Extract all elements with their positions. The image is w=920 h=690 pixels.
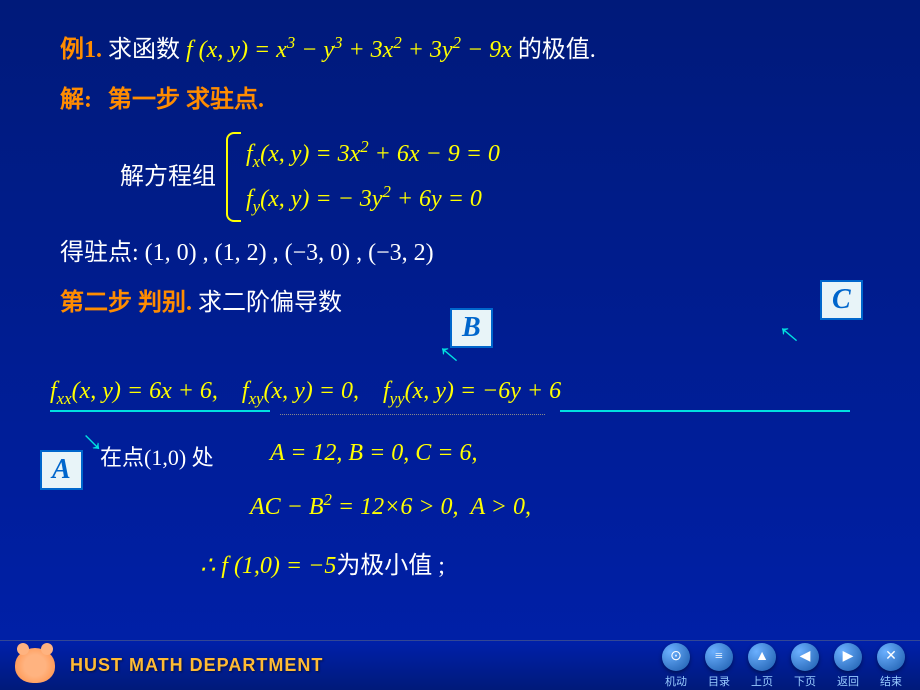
example-line: 例1. 求函数 f (x, y) = x3 − y3 + 3x2 + 3y2 −… — [60, 30, 860, 69]
stationary-points: 得驻点: (1, 0) , (1, 2) , (−3, 0) , (−3, 2) — [60, 234, 860, 272]
conclusion: ∴ f (1,0) = −5为极小值 ; — [200, 545, 445, 580]
second-derivatives: fxx(x, y) = 6x + 6, fxy(x, y) = 0, fyy(x… — [50, 378, 561, 409]
close-icon: ✕ — [877, 643, 905, 671]
example-label: 例1. — [60, 37, 102, 63]
label-box-C: C — [820, 280, 863, 320]
nav-button-group: ⊙ 机动 ≡ 目录 ▲ 上页 ◀ 下页 ▶ 返回 ✕ 结束 — [662, 643, 905, 689]
eq1: fx(x, y) = 3x2 + 6x − 9 = 0 — [246, 132, 500, 177]
example-prompt: 求函数 — [108, 37, 180, 63]
underline-fxx — [50, 410, 270, 412]
nav-toc-button[interactable]: ≡ 目录 — [705, 643, 733, 689]
system-line: 解方程组 fx(x, y) = 3x2 + 6x − 9 = 0 fy(x, y… — [120, 132, 860, 222]
left-icon: ◀ — [791, 643, 819, 671]
footer-bar: HUST MATH DEPARTMENT ⊙ 机动 ≡ 目录 ▲ 上页 ◀ 下页… — [0, 640, 920, 690]
step2a: 第二步 判别. — [60, 290, 192, 316]
equation-system: fx(x, y) = 3x2 + 6x − 9 = 0 fy(x, y) = −… — [226, 132, 500, 222]
nav-back-button[interactable]: ▶ 返回 — [834, 643, 862, 689]
slide-content: 例1. 求函数 f (x, y) = x3 − y3 + 3x2 + 3y2 −… — [0, 0, 920, 355]
nav-end-button[interactable]: ✕ 结束 — [877, 643, 905, 689]
step2b: 求二阶偏导数 — [198, 290, 342, 316]
underline-fyy — [560, 410, 850, 412]
eq2: fy(x, y) = − 3y2 + 6y = 0 — [246, 177, 500, 222]
up-icon: ▲ — [748, 643, 776, 671]
nav-prev-button[interactable]: ▲ 上页 — [748, 643, 776, 689]
nav-motion-button[interactable]: ⊙ 机动 — [662, 643, 690, 689]
nav-next-button[interactable]: ◀ 下页 — [791, 643, 819, 689]
discriminant: AC − B2 = 12×6 > 0, A > 0, — [250, 490, 531, 521]
label-box-A: A — [40, 450, 83, 490]
at-point: 在点(1,0) 处 — [100, 440, 220, 472]
solve-sys: 解方程组 — [120, 158, 216, 196]
step1: 第一步 求驻点. — [108, 87, 264, 113]
abc-values: A = 12, B = 0, C = 6, — [270, 440, 477, 467]
underline-dotted — [280, 414, 545, 415]
label-box-B: B — [450, 308, 493, 348]
sol-label: 解: — [60, 87, 92, 113]
solution-line: 解: 第一步 求驻点. — [60, 81, 860, 119]
pig-mascot-icon — [15, 648, 55, 683]
motion-icon: ⊙ — [662, 643, 690, 671]
left-brace — [226, 132, 241, 222]
example-tail: 的极值. — [518, 37, 596, 63]
toc-icon: ≡ — [705, 643, 733, 671]
func-part1: f (x, y) = x — [186, 37, 287, 63]
right-icon: ▶ — [834, 643, 862, 671]
department-name: HUST MATH DEPARTMENT — [70, 655, 323, 676]
